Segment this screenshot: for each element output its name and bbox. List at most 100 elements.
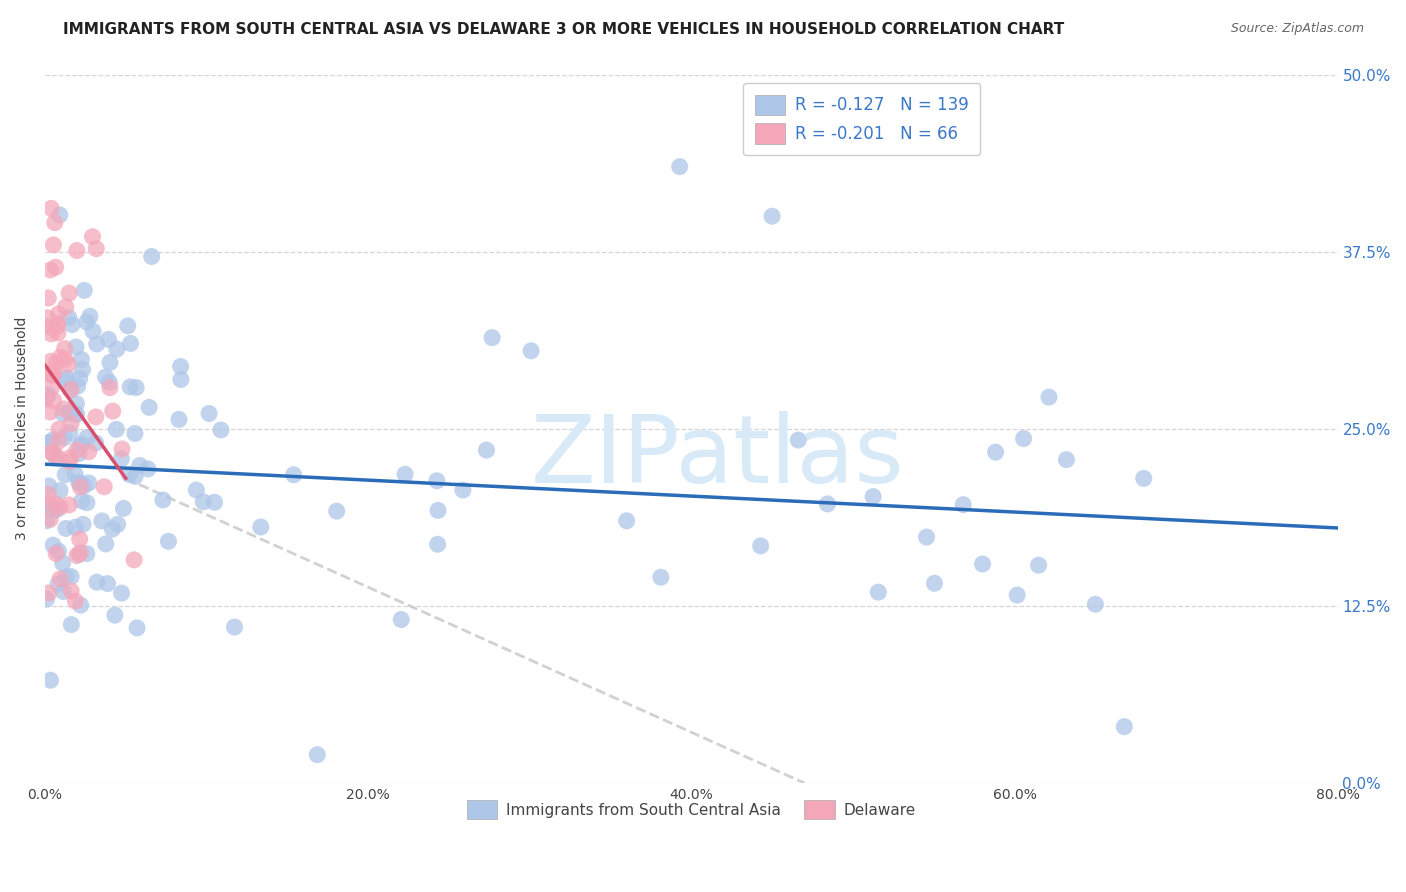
Point [124,469,146,483]
Point [66,244,89,258]
Point [70,352,93,367]
Point [37,387,59,401]
Point [118,467,141,482]
Point [169,359,191,374]
Point [157,534,180,549]
Point [868,585,890,599]
Point [41,445,63,459]
Point [1005,588,1028,602]
Point [94,370,117,384]
Point [65,520,87,534]
Point [66,442,89,457]
Point [37,291,59,305]
Point [52,556,75,570]
Point [46,450,69,464]
Point [38,437,60,451]
Point [52,584,75,599]
Point [90,514,112,528]
Point [224,620,246,634]
Point [67,446,90,460]
Point [125,381,148,395]
Point [98,355,121,369]
Point [55,521,77,535]
Point [42,433,65,447]
Point [39,381,62,395]
Point [98,375,121,389]
Point [427,503,450,517]
Point [45,503,67,517]
Point [69,371,91,385]
Point [39,354,62,368]
Point [46,318,69,333]
Point [35,392,58,406]
Point [84,436,107,450]
Point [209,423,232,437]
Point [39,326,62,341]
Point [42,238,65,252]
Point [77,475,100,490]
Point [37,310,59,325]
Point [451,483,474,497]
Point [924,576,946,591]
Point [93,480,115,494]
Point [616,514,638,528]
Point [76,430,98,444]
Point [49,208,72,222]
Point [65,397,87,411]
Point [72,517,94,532]
Point [426,474,449,488]
Point [39,512,62,526]
Point [37,496,59,510]
Point [73,478,96,492]
Point [69,439,91,453]
Point [38,479,60,493]
Point [1084,597,1107,611]
Point [128,458,150,473]
Point [59,383,82,397]
Point [984,445,1007,459]
Point [1038,390,1060,404]
Point [41,368,63,382]
Point [67,475,90,490]
Point [66,549,89,563]
Y-axis label: 3 or more Vehicles in Household: 3 or more Vehicles in Household [15,317,30,541]
Point [55,373,77,387]
Point [58,357,80,371]
Point [82,324,104,338]
Point [761,209,783,223]
Point [198,407,221,421]
Point [69,480,91,494]
Point [110,451,132,466]
Point [325,504,347,518]
Point [98,381,121,395]
Point [124,426,146,441]
Point [46,317,69,331]
Point [193,495,215,509]
Point [94,537,117,551]
Point [38,435,60,450]
Point [84,409,107,424]
Point [37,367,59,381]
Point [39,405,62,419]
Point [65,408,87,422]
Point [249,520,271,534]
Point [120,380,142,394]
Point [915,530,938,544]
Point [787,433,810,447]
Text: ZIPatlas: ZIPatlas [530,411,904,503]
Point [46,577,69,591]
Text: IMMIGRANTS FROM SOUTH CENTRAL ASIA VS DELAWARE 3 OR MORE VEHICLES IN HOUSEHOLD C: IMMIGRANTS FROM SOUTH CENTRAL ASIA VS DE… [63,22,1064,37]
Point [69,476,91,491]
Point [59,383,82,397]
Point [42,320,65,334]
Point [77,444,100,458]
Point [53,467,76,482]
Point [104,608,127,623]
Point [58,310,80,325]
Point [49,483,72,498]
Point [283,467,305,482]
Point [38,586,60,600]
Point [520,343,543,358]
Point [37,487,59,501]
Point [42,503,65,517]
